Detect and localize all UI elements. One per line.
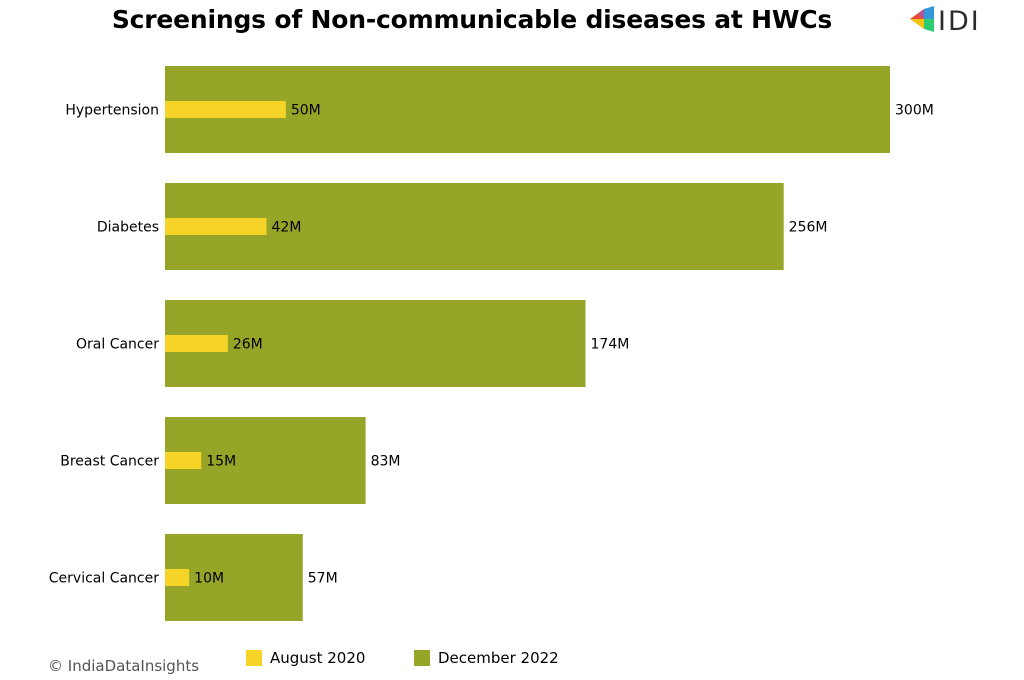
legend-swatch-august-2020: [246, 650, 262, 666]
logo-mark-yellow: [910, 19, 924, 29]
bar-august-2020-breast-cancer: [165, 452, 202, 469]
legend-swatch-december-2022: [414, 650, 430, 666]
category-label-diabetes: Diabetes: [97, 220, 159, 236]
legend-label-december-2022: December 2022: [438, 649, 559, 667]
category-label-hypertension: Hypertension: [65, 103, 159, 119]
data-label-august-2020-breast-cancer: 15M: [206, 454, 236, 470]
category-label-breast-cancer: Breast Cancer: [60, 454, 159, 470]
chart-title: Screenings of Non-communicable diseases …: [111, 5, 833, 34]
category-label-cervical-cancer: Cervical Cancer: [49, 571, 159, 587]
category-label-oral-cancer: Oral Cancer: [76, 337, 159, 353]
logo-text: IDI: [938, 6, 980, 34]
bar-august-2020-cervical-cancer: [165, 569, 190, 586]
legend-label-august-2020: August 2020: [270, 649, 366, 667]
logo-mark-green: [924, 19, 934, 32]
bars-layer: [165, 66, 890, 621]
logo-mark-red: [910, 9, 924, 19]
bar-august-2020-hypertension: [165, 101, 286, 118]
data-label-december-2022-oral-cancer: 174M: [591, 337, 630, 353]
data-label-august-2020-hypertension: 50M: [291, 103, 321, 119]
logo-mark-purple: [918, 9, 924, 19]
bar-december-2022-oral-cancer: [165, 300, 586, 387]
data-label-december-2022-hypertension: 300M: [895, 103, 934, 119]
bar-december-2022-diabetes: [165, 183, 784, 270]
bar-august-2020-diabetes: [165, 218, 267, 235]
labels-layer: Hypertension 50M 300M Diabetes 42M 256M Oral C…: [49, 103, 934, 587]
data-label-december-2022-breast-cancer: 83M: [371, 454, 401, 470]
data-label-december-2022-cervical-cancer: 57M: [308, 571, 338, 587]
idi-logo: IDI: [910, 6, 980, 34]
copyright-text: © IndiaDataInsights: [48, 657, 200, 675]
data-label-august-2020-cervical-cancer: 10M: [194, 571, 224, 587]
data-label-august-2020-diabetes: 42M: [272, 220, 302, 236]
logo-mark-blue: [924, 6, 934, 19]
data-label-december-2022-diabetes: 256M: [789, 220, 828, 236]
bar-august-2020-oral-cancer: [165, 335, 228, 352]
bar-chart: Hypertension 50M 300M Diabetes 42M 256M Oral C…: [49, 66, 934, 621]
data-label-august-2020-oral-cancer: 26M: [233, 337, 263, 353]
